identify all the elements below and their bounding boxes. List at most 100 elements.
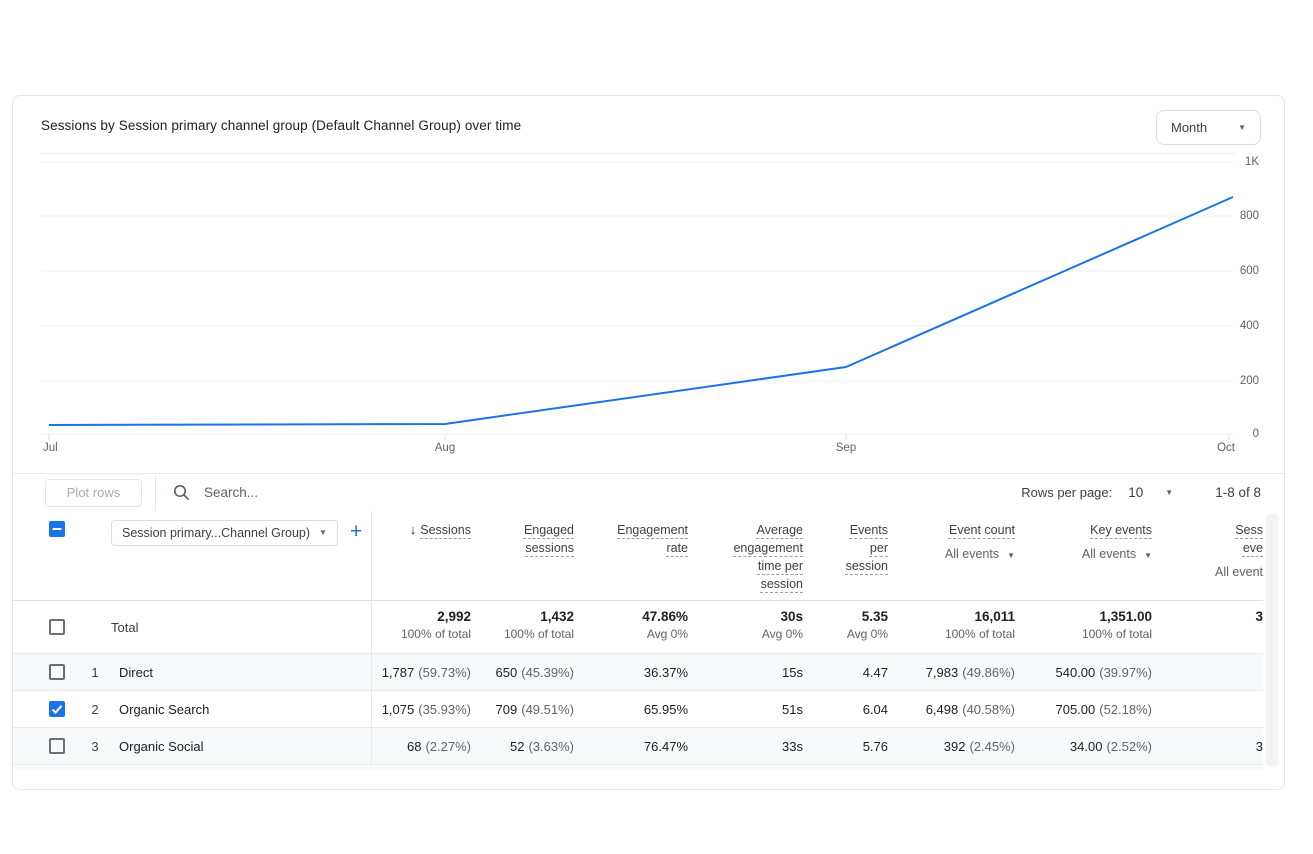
column-header-session-key-events[interactable]: Sess eve All event — [1152, 511, 1263, 600]
y-axis-label: 1K — [1244, 156, 1259, 168]
metric-cell: 36.37% — [574, 654, 688, 690]
column-header-event-count[interactable]: Event count All events ▼ — [888, 511, 1015, 600]
column-header-key-events[interactable]: Key events All events ▼ — [1015, 511, 1152, 600]
chevron-down-icon: ▼ — [319, 528, 327, 537]
dimension-selector-dropdown[interactable]: Session primary...Channel Group) ▼ — [111, 520, 338, 546]
metric-percent: (3.63%) — [528, 738, 574, 754]
total-value: 1,351.00 — [1099, 609, 1152, 624]
y-axis-label: 0 — [1252, 428, 1259, 440]
metric-cell: 33s — [688, 728, 803, 764]
total-cell: 2,992 100% of total — [371, 601, 471, 653]
row-checkbox[interactable] — [49, 619, 65, 635]
header-divider — [41, 153, 1235, 154]
column-header-engaged-sessions[interactable]: Engaged sessions — [471, 511, 574, 600]
metric-value: 6,498 — [925, 701, 959, 717]
x-axis-label: Jul — [43, 442, 58, 454]
total-value: 1,432 — [540, 609, 574, 624]
metric-cell: 705.00 (52.18%) — [1015, 691, 1152, 727]
total-subtext: 100% of total — [400, 627, 471, 641]
column-label: ↓ Sessions — [409, 522, 471, 537]
column-label: Event count — [948, 523, 1015, 537]
metric-cell: 3 — [1152, 728, 1263, 764]
metric-cell: 7,983 (49.86%) — [888, 654, 1015, 690]
metric-percent: (2.45%) — [969, 738, 1015, 754]
column-header-sessions[interactable]: ↓ Sessions — [371, 511, 471, 600]
metric-percent: (49.51%) — [521, 701, 574, 717]
total-subtext: 100% of total — [944, 627, 1015, 641]
search-input[interactable] — [202, 484, 462, 501]
table-row: 2 Organic Search 1,075 (35.93%) 709 (49.51%) 6… — [13, 691, 1263, 728]
select-all-checkbox[interactable] — [49, 521, 65, 537]
clipped-next-row — [13, 766, 1263, 770]
table-row: 1 Direct 1,787 (59.73%) 650 (45.39%) 36.37% 15s… — [13, 654, 1263, 691]
chevron-down-icon: ▼ — [1144, 551, 1152, 560]
total-value: 5.35 — [861, 609, 888, 624]
column-label: Average engagement time per session — [733, 523, 803, 591]
search-box[interactable] — [173, 484, 462, 501]
metric-cell: 34.00 (2.52%) — [1015, 728, 1152, 764]
metric-percent: (40.58%) — [962, 701, 1015, 717]
metric-value: 392 — [943, 738, 966, 754]
event-filter-dropdown[interactable]: All events ▼ — [944, 547, 1015, 561]
metric-cell: 68 (2.27%) — [371, 728, 471, 764]
column-header-average-engagement-time-per-session[interactable]: Average engagement time per session — [688, 511, 803, 600]
total-cell: 1,351.00 100% of total — [1015, 601, 1152, 653]
total-subtext: 100% of total — [503, 627, 574, 641]
metric-value: 15s — [782, 664, 803, 680]
add-dimension-button[interactable]: + — [349, 520, 363, 543]
total-subtext: 100% of total — [1081, 627, 1152, 641]
column-header-events-per-session[interactable]: Events per session — [803, 511, 888, 600]
metric-cell: 6.04 — [803, 691, 888, 727]
chevron-down-icon: ▼ — [1007, 551, 1015, 560]
metric-value: 4.47 — [862, 664, 888, 680]
total-cell: 30s Avg 0% — [688, 601, 803, 653]
row-index: 1 — [91, 664, 99, 680]
metric-percent: (59.73%) — [418, 664, 471, 680]
metric-value: 68 — [407, 738, 422, 754]
table-scrollbar[interactable] — [1266, 513, 1279, 767]
granularity-dropdown[interactable]: Month ▼ — [1156, 110, 1261, 145]
metric-value: 76.47% — [643, 738, 688, 754]
card-header: Sessions by Session primary channel grou… — [13, 96, 1284, 154]
channel-name: Direct — [119, 664, 153, 680]
channel-name: Organic Social — [119, 738, 204, 754]
metric-value: 650 — [495, 664, 518, 680]
y-axis-label: 800 — [1239, 210, 1259, 222]
granularity-value: Month — [1171, 120, 1208, 135]
search-icon — [173, 484, 190, 501]
row-checkbox[interactable] — [49, 738, 65, 754]
total-cell: 16,011 100% of total — [888, 601, 1015, 653]
toolbar-divider — [155, 474, 156, 511]
report-card: Sessions by Session primary channel grou… — [12, 95, 1285, 790]
x-axis-label: Sep — [835, 442, 857, 454]
rows-per-page-select[interactable]: 10 ▼ — [1128, 485, 1173, 500]
gridlines — [41, 161, 1233, 435]
event-filter-dropdown[interactable]: All events ▼ — [1081, 547, 1152, 561]
total-cell: 1,432 100% of total — [471, 601, 574, 653]
total-cell: 5.35 Avg 0% — [803, 601, 888, 653]
column-label: Events per session — [845, 523, 888, 573]
chevron-down-icon: ▼ — [1238, 122, 1246, 132]
row-checkbox[interactable] — [49, 664, 65, 680]
y-axis-label: 200 — [1239, 375, 1259, 387]
metric-cell: 52 (3.63%) — [471, 728, 574, 764]
metric-cell: 540.00 (39.97%) — [1015, 654, 1152, 690]
total-value: 3 — [1255, 609, 1263, 624]
metric-value: 36.37% — [643, 664, 688, 680]
plot-rows-button[interactable]: Plot rows — [45, 478, 142, 507]
row-checkbox-checked[interactable] — [49, 701, 65, 717]
channel-name: Organic Search — [119, 701, 210, 717]
metric-cell: 1,075 (35.93%) — [371, 691, 471, 727]
chart-canvas — [41, 161, 1234, 440]
total-value: 16,011 — [974, 609, 1015, 624]
column-header-engagement-rate[interactable]: Engagement rate — [574, 511, 688, 600]
metric-cell: 6,498 (40.58%) — [888, 691, 1015, 727]
metric-percent: (35.93%) — [418, 701, 471, 717]
metric-value: 3 — [1255, 738, 1263, 754]
rows-per-page-value: 10 — [1128, 485, 1144, 500]
y-axis-label: 600 — [1239, 265, 1259, 277]
metric-value: 1,075 — [381, 701, 415, 717]
pagination-range: 1-8 of 8 — [1215, 485, 1261, 500]
metric-percent: (2.27%) — [425, 738, 471, 754]
total-row: Total 2,992 100% of total 1,432 100% of tot… — [13, 601, 1263, 654]
